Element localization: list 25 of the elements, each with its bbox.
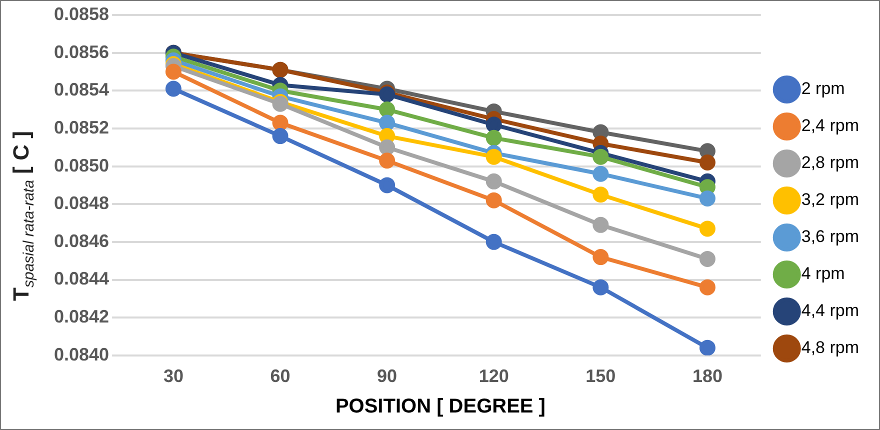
legend-label: 3,2 rpm — [801, 190, 860, 210]
y-tick-label: 0.0854 — [54, 80, 110, 100]
legend-label: 4,8 rpm — [801, 338, 860, 358]
legend-label: 2,8 rpm — [801, 153, 860, 172]
x-tick-label: 90 — [377, 366, 398, 386]
legend-label: 3,6 rpm — [801, 227, 860, 246]
x-tick-label: 120 — [478, 366, 509, 386]
legend-label: 4,4 rpm — [801, 301, 860, 320]
legend-label: 2 rpm — [801, 79, 845, 98]
y-tick-label: 0.0852 — [54, 117, 110, 138]
x-tick-label: 150 — [586, 366, 616, 386]
y-tick-label: 0.0842 — [54, 306, 110, 327]
x-axis-title: POSITION [ DEGREE ] — [335, 396, 546, 418]
legend-label: 4 rpm — [801, 264, 845, 284]
x-tick-label: 180 — [692, 366, 722, 386]
x-tick-label: 30 — [163, 366, 184, 386]
y-tick-label: 0.0850 — [54, 155, 110, 176]
y-tick-label: 0.0848 — [54, 193, 110, 214]
y-tick-label: 0.0844 — [54, 268, 110, 289]
y-tick-label: 0.0840 — [54, 344, 110, 364]
x-tick-label: 60 — [270, 366, 290, 386]
legend-label: 2,4 rpm — [801, 116, 860, 136]
y-tick-label: 0.0858 — [54, 4, 110, 24]
y-tick-label: 0.0856 — [54, 42, 110, 62]
y-tick-label: 0.0846 — [54, 230, 110, 251]
